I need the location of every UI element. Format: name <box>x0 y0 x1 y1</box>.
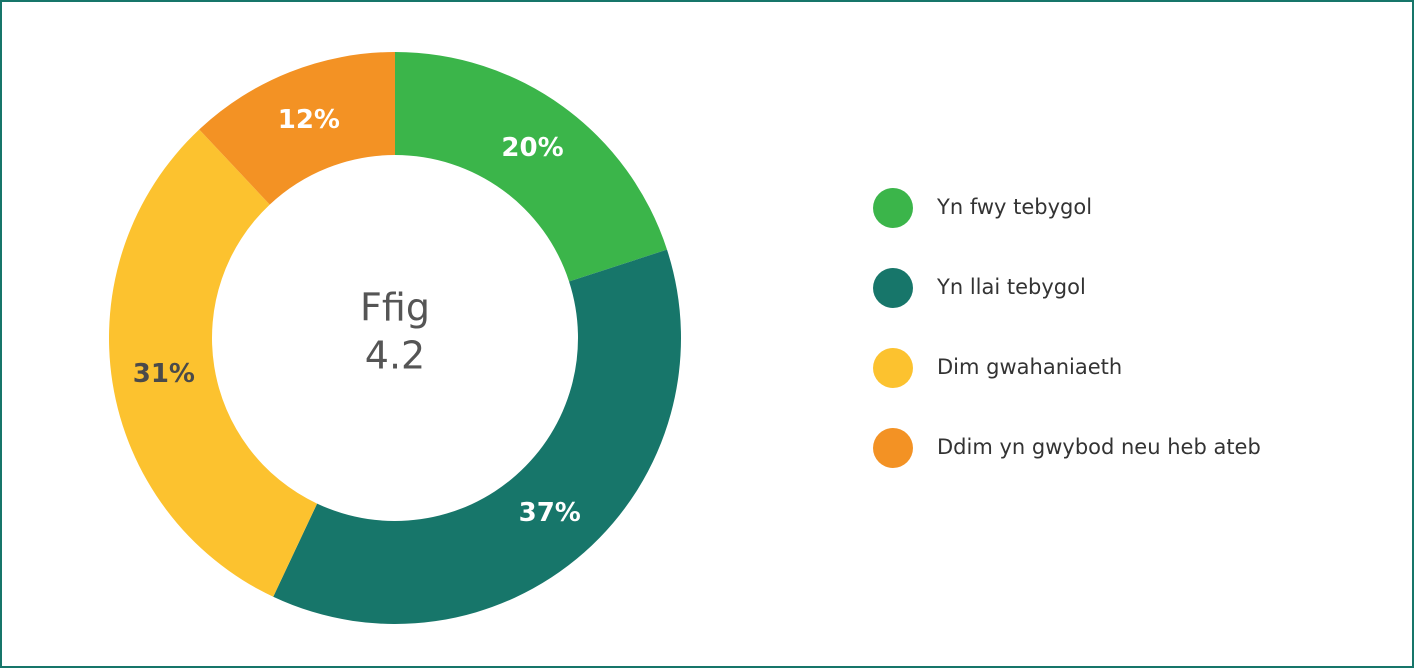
data-label: 37% <box>519 498 581 528</box>
donut-slice <box>108 129 318 597</box>
legend-swatch <box>873 188 913 228</box>
legend-swatch <box>873 268 913 308</box>
legend-label: Dim gwahaniaeth <box>937 355 1122 379</box>
center-title: Ffig <box>360 286 430 330</box>
data-label: 20% <box>501 133 563 163</box>
data-label: 31% <box>133 359 195 389</box>
legend-swatch <box>873 428 913 468</box>
legend-label: Yn llai tebygol <box>936 275 1086 299</box>
donut-slice <box>273 249 681 624</box>
center-subtitle: 4.2 <box>365 334 425 378</box>
legend-swatch <box>873 348 913 388</box>
data-label: 12% <box>278 105 340 135</box>
legend-label: Ddim yn gwybod neu heb ateb <box>937 435 1261 459</box>
donut-slice <box>395 52 668 282</box>
donut-slice <box>199 52 395 205</box>
legend-label: Yn fwy tebygol <box>936 195 1092 219</box>
